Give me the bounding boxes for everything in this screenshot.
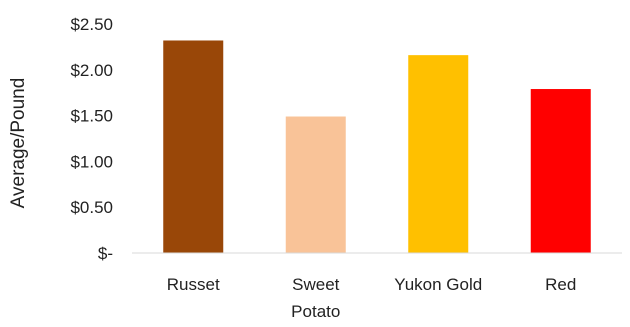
bars xyxy=(163,40,591,254)
bar-sweet-potato xyxy=(285,116,346,254)
y-tick-label: $- xyxy=(98,244,113,263)
x-axis-labels: Russet Sweet Potato Yukon Gold Red xyxy=(167,275,577,321)
x-tick-label: Russet xyxy=(167,275,220,294)
y-tick-label: $2.50 xyxy=(70,15,113,34)
y-axis-ticks: $- $0.50 $1.00 $1.50 $2.00 $2.50 xyxy=(70,15,113,263)
bar-yukon-gold xyxy=(408,55,469,254)
x-tick-label: Yukon Gold xyxy=(394,275,482,294)
y-tick-label: $0.50 xyxy=(70,198,113,217)
x-tick-label: Sweet Potato xyxy=(291,275,340,321)
y-tick-label: $1.50 xyxy=(70,107,113,126)
x-tick-label: Red xyxy=(545,275,576,294)
y-axis-label: Average/Pound xyxy=(8,78,29,209)
bar-russet xyxy=(163,40,224,253)
y-tick-label: $1.00 xyxy=(70,152,113,171)
y-tick-label: $2.00 xyxy=(70,61,113,80)
bar-red xyxy=(530,89,591,253)
